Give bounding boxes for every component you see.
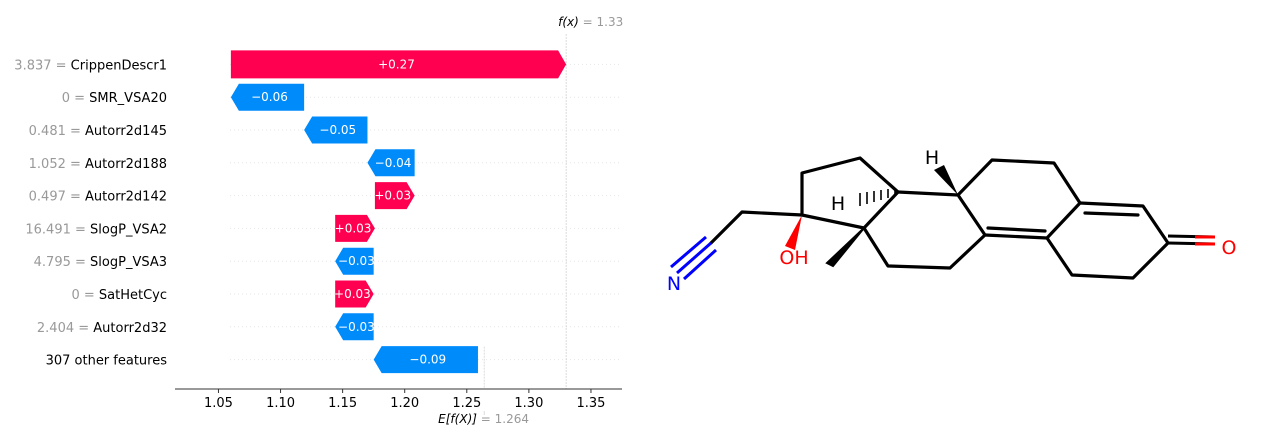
bar-negative (367, 149, 415, 177)
bar-negative (335, 313, 374, 341)
bar-label: +0.03 (334, 287, 371, 301)
molecule-structure: H H OH N O (667, 147, 1237, 295)
molecule-bonds (709, 156, 1170, 280)
bar-positive (230, 50, 567, 79)
bar-label: +0.03 (335, 221, 372, 235)
feature-label: 0.481 = Autorr2d145 (29, 124, 167, 139)
h-hash-bond (859, 188, 896, 206)
shap-waterfall-chart: +0.27 −0.06 −0.05 −0.04 +0.03 +0.03 −0.03 +0.03… (14, 15, 623, 426)
x-tick-label: 1.30 (514, 396, 543, 411)
fx-annotations: f(x) = 1.33 E[f(X)] = 1.264 (438, 15, 623, 426)
bar-label: +0.03 (374, 189, 411, 203)
bar-positive (335, 214, 375, 242)
oh-wedge (785, 215, 802, 250)
bar-negative (335, 247, 374, 275)
feature-label: 16.491 = SlogP_VSA2 (25, 222, 167, 237)
contribution-bars (230, 50, 567, 374)
x-tick-label: 1.15 (328, 396, 357, 411)
bar-negative (230, 83, 305, 111)
x-tick-label: 1.20 (390, 396, 419, 411)
x-tick-label: 1.05 (204, 396, 233, 411)
feature-label: 4.795 = SlogP_VSA3 (34, 255, 167, 270)
bar-label: +0.27 (378, 57, 415, 71)
bar-label: −0.04 (375, 156, 412, 170)
bar-negative (373, 346, 478, 374)
bar-label: −0.06 (251, 90, 288, 104)
feature-label: 0.497 = Autorr2d142 (29, 190, 167, 205)
nitrile-bond (670, 235, 718, 281)
bar-label: −0.03 (338, 320, 375, 334)
base-annotation: E[f(X)] = 1.264 (438, 412, 529, 426)
bar-label: −0.03 (338, 254, 375, 268)
h-wedge (934, 165, 958, 195)
x-tick-label: 1.35 (576, 396, 605, 411)
bar-label: −0.09 (409, 353, 446, 367)
atom-n: N (667, 273, 681, 295)
feature-label: 0 = SatHetCyc (71, 288, 167, 303)
bar-positive (335, 280, 374, 308)
atom-o: O (1222, 237, 1237, 259)
bar-value-labels: +0.27 −0.06 −0.05 −0.04 +0.03 +0.03 −0.03 +0.03… (251, 57, 446, 366)
methyl-wedge (825, 227, 865, 268)
feature-label: 1.052 = Autorr2d188 (29, 157, 167, 172)
atom-oh: OH (779, 247, 808, 269)
x-tick-label: 1.10 (266, 396, 295, 411)
atom-h-top: H (925, 147, 939, 169)
bar-positive (374, 182, 415, 210)
x-axis: 1.05 1.10 1.15 1.20 1.25 1.30 1.35 (175, 388, 622, 411)
feature-label: 307 other features (46, 354, 168, 369)
fx-annotation: f(x) = 1.33 (558, 15, 623, 29)
atom-h-hashed: H (831, 193, 845, 215)
bar-negative (304, 116, 368, 144)
bar-label: −0.05 (319, 123, 356, 137)
feature-labels: 3.837 = CrippenDescr1 0 = SMR_VSA20 0.481 … (14, 58, 167, 368)
feature-label: 2.404 = Autorr2d32 (37, 321, 167, 336)
x-tick-label: 1.25 (452, 396, 481, 411)
feature-label: 0 = SMR_VSA20 (62, 91, 167, 106)
feature-label: 3.837 = CrippenDescr1 (14, 58, 167, 73)
